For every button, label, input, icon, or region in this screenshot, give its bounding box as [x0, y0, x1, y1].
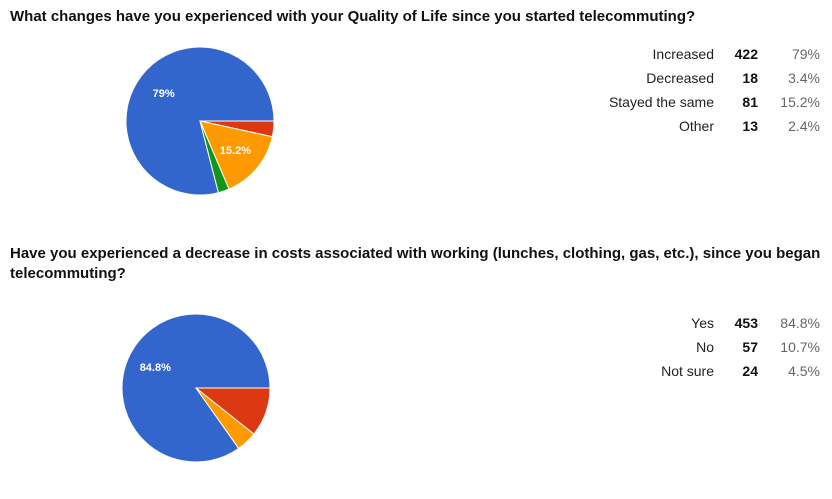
pie-slice-not-sure — [195, 387, 255, 450]
legend-row: Decreased 18 3.4% — [609, 66, 820, 90]
slice-percent-label: 79% — [153, 88, 175, 100]
slice-percent-label: 15.2% — [220, 145, 251, 157]
legend-row: Not sure 24 4.5% — [661, 359, 820, 383]
legend-count: 18 — [742, 70, 758, 86]
legend-row: Yes 453 84.8% — [661, 311, 820, 335]
legend-category-label: Increased — [652, 46, 714, 62]
legend-row: No 57 10.7% — [661, 335, 820, 359]
legend-table: Yes 453 84.8% No 57 10.7% Not sure 24 4.5% — [661, 311, 820, 383]
legend-category-label: No — [696, 339, 714, 355]
legend-count: 81 — [742, 94, 758, 110]
legend-percent: 4.5% — [788, 363, 820, 379]
legend-row: Stayed the same 81 15.2% — [609, 90, 820, 114]
legend-percent: 79% — [791, 46, 820, 62]
legend-percent: 10.7% — [780, 339, 820, 355]
pie-chart: 79% 15.2% — [125, 46, 275, 196]
legend-category-label: Other — [678, 118, 714, 134]
legend-percent: 2.4% — [788, 118, 820, 134]
pie-slice-other — [199, 120, 230, 194]
legend-table: Increased 422 79% Decreased 18 3.4% Stayed the… — [609, 42, 820, 138]
legend-category-label: Stayed the same — [608, 94, 714, 110]
question-title: Have you experienced a decrease in costs… — [10, 245, 821, 282]
legend-category-label: Yes — [691, 315, 714, 331]
legend-percent: 15.2% — [780, 94, 820, 110]
legend-category-label: Not sure — [661, 363, 714, 379]
legend-percent: 84.8% — [780, 315, 820, 331]
legend-count: 422 — [734, 46, 758, 62]
legend-count: 13 — [742, 118, 758, 134]
legend-count: 453 — [734, 315, 758, 331]
slice-percent-label: 84.8% — [140, 362, 171, 374]
pie-chart: 84.8% — [121, 313, 271, 463]
legend-count: 57 — [742, 339, 758, 355]
legend-row: Other 13 2.4% — [609, 114, 820, 138]
legend-percent: 3.4% — [788, 70, 820, 86]
question-title: What changes have you experienced with y… — [10, 8, 696, 25]
legend-category-label: Decreased — [646, 70, 714, 86]
legend-count: 24 — [742, 363, 758, 379]
legend-row: Increased 422 79% — [609, 42, 820, 66]
pie-slice-stayed-the-same — [199, 120, 273, 190]
